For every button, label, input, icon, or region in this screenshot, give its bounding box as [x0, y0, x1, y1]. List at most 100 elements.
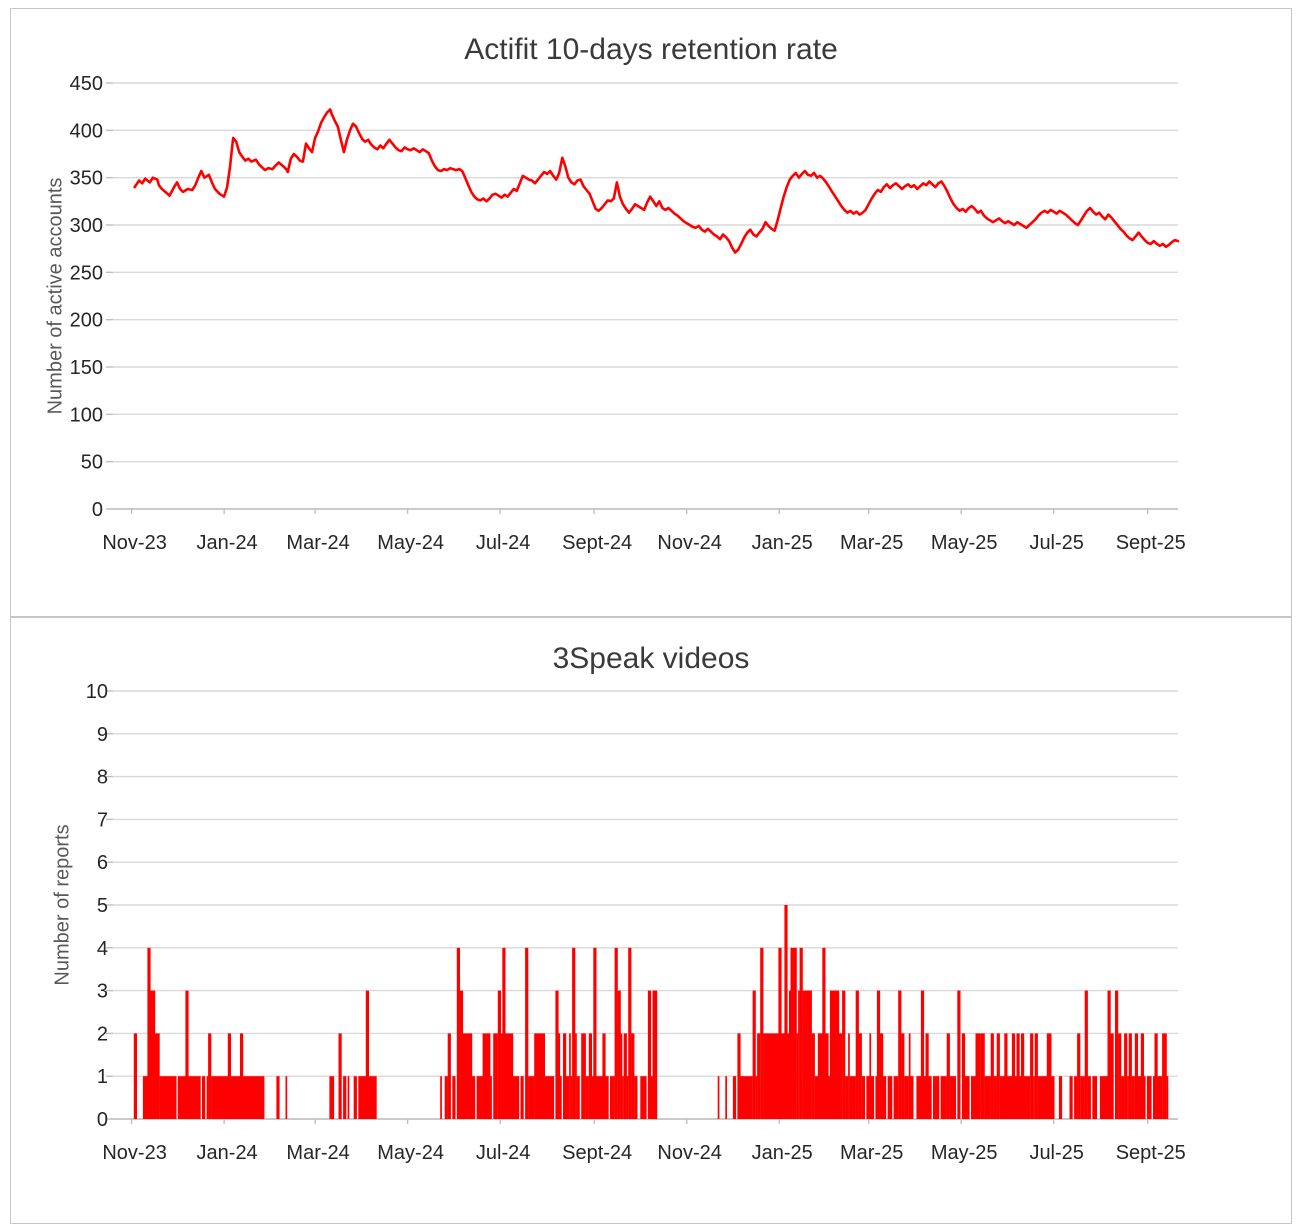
report-bar — [202, 1076, 206, 1119]
report-bar — [887, 1076, 893, 1119]
report-bar — [993, 1076, 997, 1119]
report-bar — [1099, 1076, 1105, 1119]
report-bar — [829, 990, 840, 1119]
report-bar — [1016, 1033, 1020, 1119]
report-bar — [1046, 1033, 1052, 1119]
report-bar — [740, 1076, 753, 1119]
report-bar — [575, 1033, 577, 1119]
report-bar — [928, 1076, 932, 1119]
report-bar — [610, 1076, 615, 1119]
report-bar — [343, 1076, 347, 1119]
report-bar — [789, 990, 791, 1119]
report-bar — [869, 1033, 872, 1119]
report-bar — [440, 1076, 442, 1119]
report-bar — [155, 1033, 160, 1119]
x-tick-label: Sept-24 — [562, 1142, 632, 1164]
report-bar — [755, 1076, 758, 1119]
x-tick-label: May-25 — [931, 532, 998, 554]
report-bar — [802, 990, 812, 1119]
report-bar — [505, 1033, 514, 1119]
x-tick-label: Jul-25 — [1029, 1142, 1083, 1164]
x-tick-label: Jan-25 — [752, 1142, 813, 1164]
report-bar — [544, 1076, 555, 1119]
report-bar — [493, 1033, 498, 1119]
report-bar — [1115, 990, 1119, 1119]
y-tick-label: 450 — [70, 73, 103, 95]
y-tick-label: 200 — [70, 310, 103, 332]
x-tick-label: Sept-25 — [1116, 532, 1186, 554]
report-bar — [1166, 1076, 1169, 1119]
report-bar — [456, 947, 460, 1119]
report-bar — [975, 1033, 981, 1119]
report-bar — [555, 990, 559, 1119]
report-bar — [784, 905, 788, 1119]
report-bar — [1058, 1076, 1063, 1119]
report-bar — [787, 1033, 790, 1119]
chart-title: Actifit 10-days retention rate — [464, 33, 838, 66]
report-bar — [563, 1033, 567, 1119]
x-tick-label: May-24 — [377, 1142, 444, 1164]
report-bar — [828, 1076, 831, 1119]
report-bar — [876, 990, 881, 1119]
y-tick-label: 6 — [97, 852, 108, 874]
report-bar — [763, 1033, 779, 1119]
report-bar — [452, 1076, 456, 1119]
y-tick-label: 3 — [97, 981, 108, 1003]
y-tick-label: 250 — [70, 262, 103, 284]
report-bar — [925, 1033, 929, 1119]
report-bar — [910, 1076, 914, 1119]
report-bar — [811, 1033, 815, 1119]
report-bar — [798, 990, 800, 1119]
report-bar — [444, 1076, 448, 1119]
report-bar — [760, 947, 764, 1119]
report-bar — [576, 1076, 580, 1119]
report-bar — [961, 1033, 966, 1119]
report-bar — [1019, 1076, 1022, 1119]
report-bar — [497, 990, 501, 1119]
y-tick-label: 300 — [70, 215, 103, 237]
report-bar — [1024, 1076, 1031, 1119]
report-bar — [933, 1076, 940, 1119]
report-bar — [652, 990, 658, 1119]
report-bar — [285, 1076, 288, 1119]
report-bar — [1118, 1033, 1122, 1119]
report-bar — [159, 1076, 177, 1119]
report-bar — [623, 1033, 627, 1119]
x-tick-label: Sept-25 — [1116, 1142, 1186, 1164]
y-tick-label: 50 — [81, 452, 103, 474]
x-tick-label: Sept-24 — [562, 532, 632, 554]
report-bar — [1121, 1076, 1125, 1119]
report-bar — [796, 1033, 799, 1119]
report-bar — [1007, 1076, 1013, 1119]
report-bar — [1110, 1033, 1114, 1119]
report-bar — [1127, 1076, 1129, 1119]
report-bar — [817, 1033, 823, 1119]
report-bar — [866, 1076, 870, 1119]
report-bar — [602, 1033, 606, 1119]
report-bar — [585, 1076, 589, 1119]
x-tick-label: Mar-24 — [286, 1142, 349, 1164]
report-bar — [558, 1033, 561, 1119]
report-bar — [842, 990, 846, 1119]
report-bar — [1051, 1076, 1055, 1119]
report-bar — [946, 1033, 950, 1119]
report-bar — [999, 1076, 1005, 1119]
report-bar — [1034, 1033, 1038, 1119]
y-tick-label: 7 — [97, 809, 108, 831]
report-bar — [476, 1076, 483, 1119]
retention-chart-panel: 0 50 100 150 200 250 300 350 400 450 Nov-23 Jan-24 M… — [10, 8, 1292, 617]
y-axis-title: Number of reports — [51, 824, 74, 986]
report-bar — [588, 1033, 592, 1119]
report-bar — [814, 1076, 818, 1119]
report-bar — [631, 1033, 635, 1119]
report-bar — [875, 1076, 878, 1119]
report-bar — [651, 1076, 653, 1119]
report-bar — [1162, 1033, 1167, 1119]
report-bar — [908, 1033, 911, 1119]
report-bar — [500, 1033, 503, 1119]
report-bar — [1134, 1033, 1138, 1119]
report-bar — [855, 990, 859, 1119]
report-bar — [1128, 1033, 1132, 1119]
report-bar — [512, 1076, 520, 1119]
